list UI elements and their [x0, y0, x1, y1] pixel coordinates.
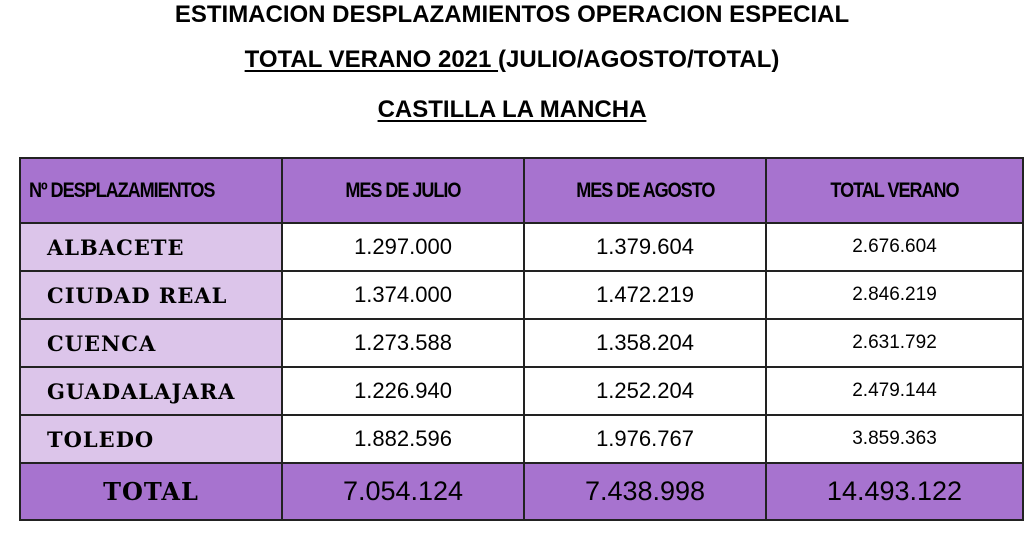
province-cell: GUADALAJARA: [19, 366, 283, 416]
header-total-summer: TOTAL VERANO: [765, 157, 1024, 224]
province-cell: TOLEDO: [19, 414, 283, 464]
table-row: GUADALAJARA 1.226.940 1.252.204 2.479.14…: [19, 366, 1024, 416]
total-summer: 14.493.122: [765, 462, 1024, 521]
table-row: ALBACETE 1.297.000 1.379.604 2.676.604: [19, 222, 1024, 272]
province-cell: ALBACETE: [19, 222, 283, 272]
header-displacements: Nº DESPLAZAMIENTOS: [19, 157, 283, 224]
total-cell: 2.631.792: [765, 318, 1024, 368]
july-cell: 1.273.588: [281, 318, 525, 368]
july-cell: 1.882.596: [281, 414, 525, 464]
august-cell: 1.358.204: [523, 318, 767, 368]
july-cell: 1.297.000: [281, 222, 525, 272]
document-title: ESTIMACION DESPLAZAMIENTOS OPERACION ESP…: [174, 1, 850, 28]
total-cell: 2.846.219: [765, 270, 1024, 320]
province-cell: CIUDAD REAL: [19, 270, 283, 320]
total-august: 7.438.998: [523, 462, 767, 521]
region-name: CASTILLA LA MANCHA: [377, 96, 647, 123]
region-title: CASTILLA LA MANCHA: [0, 95, 1024, 125]
august-cell: 1.472.219: [523, 270, 767, 320]
july-cell: 1.226.940: [281, 366, 525, 416]
total-cell: 3.859.363: [765, 414, 1024, 464]
august-cell: 1.976.767: [523, 414, 767, 464]
august-cell: 1.379.604: [523, 222, 767, 272]
province-cell: CUENCA: [19, 318, 283, 368]
subtitle-underlined: TOTAL VERANO 2021: [244, 46, 499, 73]
travel-estimate-table: Nº DESPLAZAMIENTOS MES DE JULIO MES DE A…: [19, 157, 1024, 521]
table-row: TOLEDO 1.882.596 1.976.767 3.859.363: [19, 414, 1024, 464]
subtitle-period: (JULIO/AGOSTO/TOTAL): [498, 46, 780, 73]
total-july: 7.054.124: [281, 462, 525, 521]
table-header-row: Nº DESPLAZAMIENTOS MES DE JULIO MES DE A…: [19, 157, 1024, 224]
header-august: MES DE AGOSTO: [523, 157, 767, 224]
document-subtitle: TOTAL VERANO 2021 (JULIO/AGOSTO/TOTAL): [0, 45, 1024, 75]
total-cell: 2.479.144: [765, 366, 1024, 416]
total-label: TOTAL: [19, 462, 283, 521]
table-row: CIUDAD REAL 1.374.000 1.472.219 2.846.21…: [19, 270, 1024, 320]
table-row: CUENCA 1.273.588 1.358.204 2.631.792: [19, 318, 1024, 368]
august-cell: 1.252.204: [523, 366, 767, 416]
header-july: MES DE JULIO: [281, 157, 525, 224]
july-cell: 1.374.000: [281, 270, 525, 320]
total-cell: 2.676.604: [765, 222, 1024, 272]
total-row: TOTAL 7.054.124 7.438.998 14.493.122: [19, 462, 1024, 521]
